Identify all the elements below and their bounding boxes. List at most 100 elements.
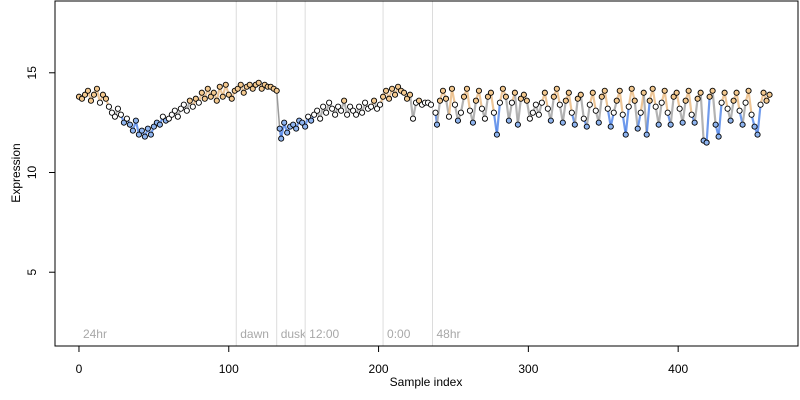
data-point [670,93,677,100]
data-point [508,99,515,106]
data-point [213,97,220,104]
data-point [709,87,716,94]
data-point [344,111,351,118]
data-point [394,83,402,90]
data-point [120,119,127,126]
data-point [204,85,211,92]
data-point [329,105,336,112]
data-point [490,109,497,116]
trend-segment [483,95,490,120]
data-point [126,121,133,128]
data-point [216,83,223,90]
data-point [144,125,151,132]
trend-segment [669,95,675,126]
data-point [210,89,217,96]
data-point [186,97,193,104]
trend-segment [585,103,591,128]
trend-segment [624,105,630,136]
data-point [604,105,611,112]
data-point [189,103,196,110]
data-point [475,87,482,94]
data-point [610,109,617,116]
data-point [523,97,530,104]
data-point [529,109,536,116]
data-point [592,107,599,114]
data-point [553,85,560,92]
data-point [195,99,202,106]
data-point [742,99,749,106]
data-point [532,101,539,108]
data-point [730,97,737,104]
trend-segment [705,95,711,144]
data-point [403,95,411,102]
data-point [493,131,500,138]
plot-frame [54,0,799,347]
data-point [177,105,184,112]
data-point [703,139,710,146]
data-point [362,99,369,106]
data-point [511,89,518,96]
data-point [598,93,605,100]
data-point [679,119,686,126]
data-point [439,87,447,94]
data-point [276,125,283,132]
data-point [646,97,653,104]
data-point [625,103,632,110]
trend-segment [693,97,699,124]
data-point [168,111,175,118]
data-point [727,117,734,124]
phase-label: 24hr [83,327,107,341]
data-point [222,81,229,88]
data-point [258,85,265,92]
data-point [159,113,166,120]
data-point [105,103,112,110]
data-point [117,111,124,118]
trend-segment [447,87,454,118]
data-point [457,109,465,116]
data-point [472,97,479,104]
phase-label: 48hr [436,327,460,341]
data-point [637,109,644,116]
data-point [463,85,470,92]
data-point [383,87,390,94]
y-tick-label: 15 [25,66,39,80]
trend-segment [275,90,281,129]
data-point [559,119,566,126]
data-point [451,101,459,108]
phase-label: dawn [240,327,269,341]
data-point [706,93,713,100]
data-point [481,115,488,122]
data-point [667,121,674,128]
data-point [445,113,453,120]
data-point [432,109,439,116]
data-point [655,121,662,128]
data-point [380,93,387,100]
data-point [347,103,354,110]
data-point [544,105,551,112]
trend-segment [504,95,510,122]
data-point [607,123,614,130]
data-point [631,97,638,104]
data-point [359,109,366,116]
data-point [691,119,698,126]
data-point [697,89,704,96]
data-point [556,101,563,108]
trend-segment [561,99,567,124]
phase-label: 0:00 [387,327,411,341]
data-point [388,85,396,92]
x-tick-label: 0 [76,362,83,376]
data-point [81,91,89,98]
x-axis: 0 100 200 300 400 [76,345,688,376]
data-point [335,103,342,110]
data-point [171,107,178,114]
data-point [640,89,647,96]
y-tick-label: 10 [25,166,39,180]
trend-segment [495,101,502,136]
data-point [712,121,719,128]
trend-segment [597,95,603,124]
trend-segment [633,99,639,130]
data-point [374,105,381,112]
x-tick-label: 300 [518,362,538,376]
data-point [96,99,103,106]
trend-segment [687,89,693,116]
